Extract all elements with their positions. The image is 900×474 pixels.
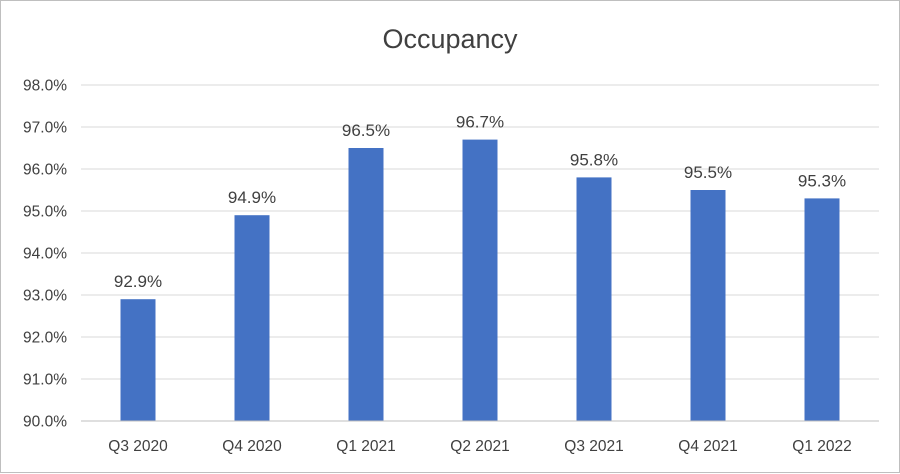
chart-title: Occupancy — [382, 24, 518, 54]
x-tick-label: Q4 2021 — [678, 438, 737, 455]
y-tick-label: 90.0% — [23, 414, 67, 431]
data-label: 96.5% — [342, 121, 390, 140]
bar — [120, 299, 156, 421]
x-tick-label: Q2 2021 — [450, 438, 509, 455]
bar — [690, 190, 726, 421]
bars — [120, 139, 840, 421]
y-tick-label: 94.0% — [23, 246, 67, 263]
data-label: 92.9% — [114, 272, 162, 291]
bar — [462, 139, 498, 421]
y-tick-label: 98.0% — [23, 78, 67, 95]
y-tick-label: 92.0% — [23, 330, 67, 347]
y-tick-label: 93.0% — [23, 288, 67, 305]
bar — [348, 148, 384, 421]
bar — [234, 215, 270, 421]
x-tick-label: Q3 2020 — [108, 438, 168, 455]
bar — [804, 198, 840, 421]
bar — [576, 177, 612, 421]
x-tick-label: Q3 2021 — [564, 438, 623, 455]
data-label: 94.9% — [228, 188, 276, 207]
data-labels: 92.9% 94.9% 96.5% 96.7% 95.8% 95.5% 95.3% — [114, 113, 846, 292]
y-tick-label: 91.0% — [23, 372, 67, 389]
y-tick-label: 97.0% — [23, 120, 67, 137]
data-label: 95.8% — [570, 150, 618, 169]
data-label: 96.7% — [456, 113, 504, 132]
data-label: 95.5% — [684, 163, 732, 182]
y-axis-ticks: 90.0% 91.0% 92.0% 93.0% 94.0% 95.0% 96.0% 97.0%… — [23, 78, 67, 431]
data-label: 95.3% — [798, 171, 846, 190]
x-tick-label: Q1 2022 — [792, 438, 851, 455]
x-axis-ticks: Q3 2020 Q4 2020 Q1 2021 Q2 2021 Q3 2021 Q4 20… — [108, 438, 851, 455]
y-tick-label: 95.0% — [23, 204, 67, 221]
x-tick-label: Q1 2021 — [336, 438, 395, 455]
y-tick-label: 96.0% — [23, 162, 67, 179]
x-tick-label: Q4 2020 — [222, 438, 282, 455]
